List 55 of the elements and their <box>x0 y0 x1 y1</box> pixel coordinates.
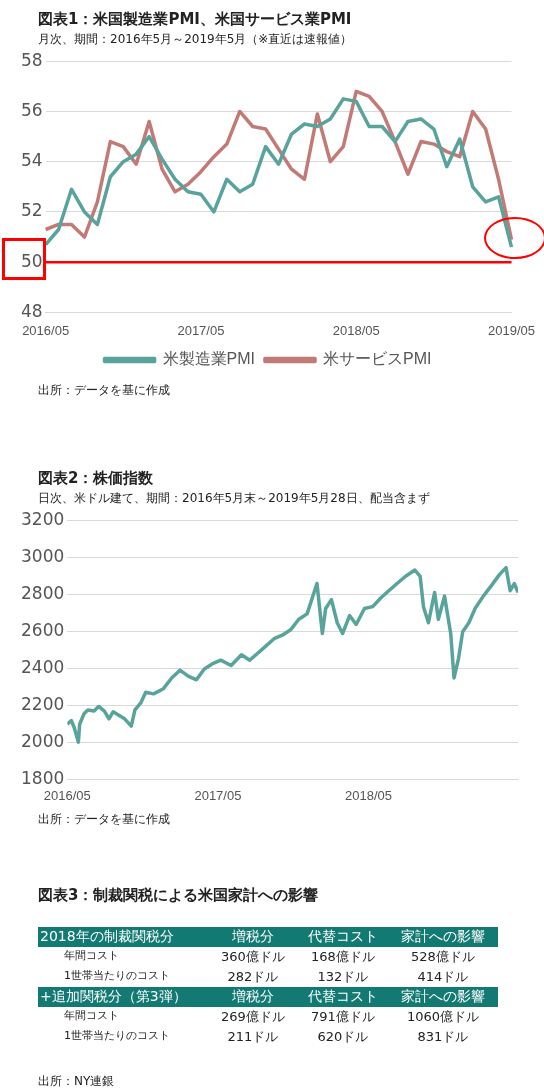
text: 282ドル <box>226 968 280 986</box>
text: 360億ドル <box>220 948 286 966</box>
chart-title: 図表2：株価指数 <box>38 468 155 488</box>
x-tick-label: 2018/05 <box>332 322 380 338</box>
text: 出所：データを基に作成 <box>38 382 171 399</box>
legend-label: 米サービスPMI <box>323 350 432 368</box>
text: 年間コスト <box>63 1008 120 1024</box>
text: 出所：NY連銀 <box>38 1073 116 1090</box>
text: 出所：データを基に作成 <box>38 811 171 828</box>
text: 791億ドル <box>310 1008 376 1026</box>
y-tick-label: 56 <box>20 99 43 120</box>
x-tick-label: 2017/05 <box>194 787 242 803</box>
text: 代替コスト <box>298 987 388 1007</box>
text: 年間コスト <box>63 948 120 964</box>
text: 家計への影響 <box>388 987 498 1007</box>
y-tick-label: 58 <box>20 49 43 70</box>
y-tick-label: 50 <box>20 250 43 271</box>
y-tick-label: 2800 <box>21 582 65 603</box>
text: 528億ドル <box>410 948 476 966</box>
text: 269億ドル <box>220 1008 286 1026</box>
y-tick-label: 2000 <box>21 730 65 751</box>
x-tick-label: 2017/05 <box>177 322 225 338</box>
chart-subtitle: 月次、期間：2016年5月～2019年5月（※直近は速報値） <box>38 31 354 48</box>
x-tick-label: 2018/05 <box>345 787 393 803</box>
text: 168億ドル <box>310 948 376 966</box>
x-tick-label: 2016/05 <box>43 787 91 803</box>
y-tick-label: 54 <box>20 150 43 171</box>
text: 増税分 <box>208 927 298 947</box>
text: 図表3：制裁関税による米国家計への影響 <box>38 885 320 905</box>
text: 1世帯当たりのコスト <box>63 968 171 984</box>
text: 家計への影響 <box>388 927 498 947</box>
text: 620ドル <box>316 1028 370 1046</box>
text: 211ドル <box>226 1028 280 1046</box>
text: 132ドル <box>316 968 370 986</box>
y-tick-label: 3200 <box>21 508 65 529</box>
text: 414ドル <box>416 968 470 986</box>
y-tick-label: 2600 <box>21 619 65 640</box>
chart-title: 図表1：米国製造業PMI、米国サービス業PMI <box>38 9 353 29</box>
text: 増税分 <box>208 987 298 1007</box>
chart-subtitle: 日次、米ドル建て、期間：2016年5月末～2019年5月28日、配当含まず <box>38 490 431 507</box>
y-tick-label: 48 <box>20 300 43 321</box>
x-tick-label: 2016/05 <box>22 322 70 338</box>
text: +追加関税分（第3弾） <box>38 987 208 1007</box>
y-tick-label: 2200 <box>21 693 65 714</box>
y-tick-label: 3000 <box>21 545 65 566</box>
y-tick-label: 52 <box>20 200 43 221</box>
legend-label: 米製造業PMI <box>162 350 256 368</box>
text: 代替コスト <box>298 927 388 947</box>
text: 1060億ドル <box>405 1008 481 1026</box>
text: 2018年の制裁関税分 <box>38 927 208 947</box>
text: 1世帯当たりのコスト <box>63 1028 171 1044</box>
y-tick-label: 2400 <box>21 656 65 677</box>
text: 831ドル <box>416 1028 470 1046</box>
y-tick-label: 1800 <box>21 767 65 788</box>
x-tick-label: 2019/05 <box>488 322 535 338</box>
